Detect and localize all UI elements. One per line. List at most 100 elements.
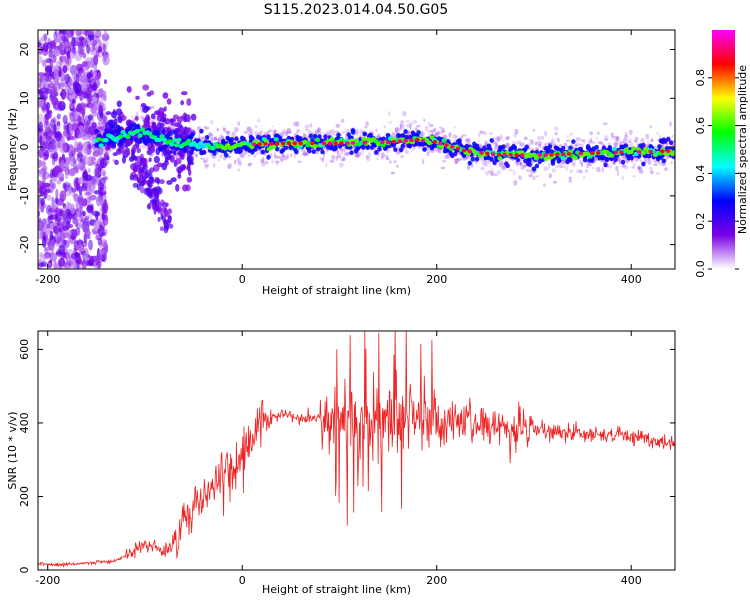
halo-cell [399,123,403,129]
peak-cell [520,153,525,157]
halo-cell [551,139,555,144]
band-cell [527,157,532,163]
halo-cell [494,144,499,150]
core-cell [198,141,204,146]
halo-cell [256,150,259,155]
noise-cell [83,148,91,155]
noise-cell [63,261,71,269]
halo-cell [292,121,298,127]
band-cell [505,163,510,169]
halo-cell [219,134,224,140]
halo-cell [305,129,310,132]
halo-cell [523,136,528,141]
halo-cell [532,128,536,132]
branch-cell [159,179,165,185]
halo-cell [416,125,421,128]
halo-cell [485,170,490,176]
scatter-cell [149,90,155,96]
halo-cell [213,136,218,141]
halo-cell [256,118,261,123]
noise-cell [100,206,104,213]
halo-cell [466,164,471,171]
halo-cell [399,120,405,124]
noise-cell [66,30,71,37]
band-cell [317,134,322,140]
halo-cell [247,163,251,167]
noise-cell [71,98,76,105]
band-cell [607,145,612,150]
halo-cell [441,134,447,138]
noise-cell [62,142,68,152]
halo-cell [318,131,323,135]
halo-cell [271,159,274,164]
noise-cell [88,239,93,251]
band-cell [174,134,179,140]
halo-cell [381,155,384,160]
halo-cell [513,179,518,186]
halo-cell [519,141,525,146]
halo-cell [393,160,397,164]
spectrogram-ticks: -200 0 200 400 -20 -10 0 10 20 [18,30,675,286]
halo-cell [622,137,628,144]
halo-cell [248,162,253,165]
snr-data [38,331,675,568]
noise-cell [72,37,80,43]
scatter-cell [183,112,187,117]
halo-cell [582,175,586,179]
halo-cell [552,141,556,148]
halo-cell [268,129,273,133]
noise-cell [83,251,89,260]
noise-cell [56,221,61,227]
noise-cell [98,163,104,171]
halo-cell [551,137,555,140]
noise-cell [74,83,83,95]
halo-cell [482,160,486,166]
halo-cell [454,160,458,165]
halo-cell [341,156,346,161]
scatter-cell [140,103,147,108]
scatter-cell [186,165,191,171]
halo-cell [339,162,344,168]
noise-cell [51,196,55,209]
band-cell [623,143,629,149]
core-cell [572,155,578,161]
core-cell [426,140,432,145]
band-cell [333,146,338,151]
halo-cell [274,155,279,159]
noise-cell [101,228,108,235]
noise-cell [95,254,104,260]
peak-cell [251,142,257,147]
noise-cell [93,166,102,177]
noise-cell [39,81,46,91]
halo-cell [227,155,232,158]
halo-cell [297,160,302,163]
noise-cell [86,88,93,94]
halo-cell [424,125,429,132]
band-cell [260,149,265,155]
noise-cell [70,252,78,260]
noise-cell [99,250,106,255]
halo-cell [454,158,458,161]
halo-cell [394,127,398,132]
halo-cell [580,139,584,142]
halo-cell [632,162,636,167]
scatter-cell [180,100,185,106]
halo-cell [367,152,372,158]
peak-cell [549,152,554,157]
scatter-cell [144,106,151,111]
halo-cell [589,131,594,136]
scatter-cell [120,148,126,154]
halo-cell [532,175,536,181]
noise-cell [38,262,45,268]
halo-cell [593,157,598,161]
halo-cell [614,136,620,143]
halo-cell [322,154,326,159]
peak-cell [391,139,397,144]
halo-cell [595,166,601,173]
halo-cell [538,143,542,148]
scatter-cell [148,157,152,163]
halo-cell [228,130,231,135]
noise-cell [71,52,75,59]
scatter-cell [105,111,112,116]
halo-cell [508,168,513,172]
